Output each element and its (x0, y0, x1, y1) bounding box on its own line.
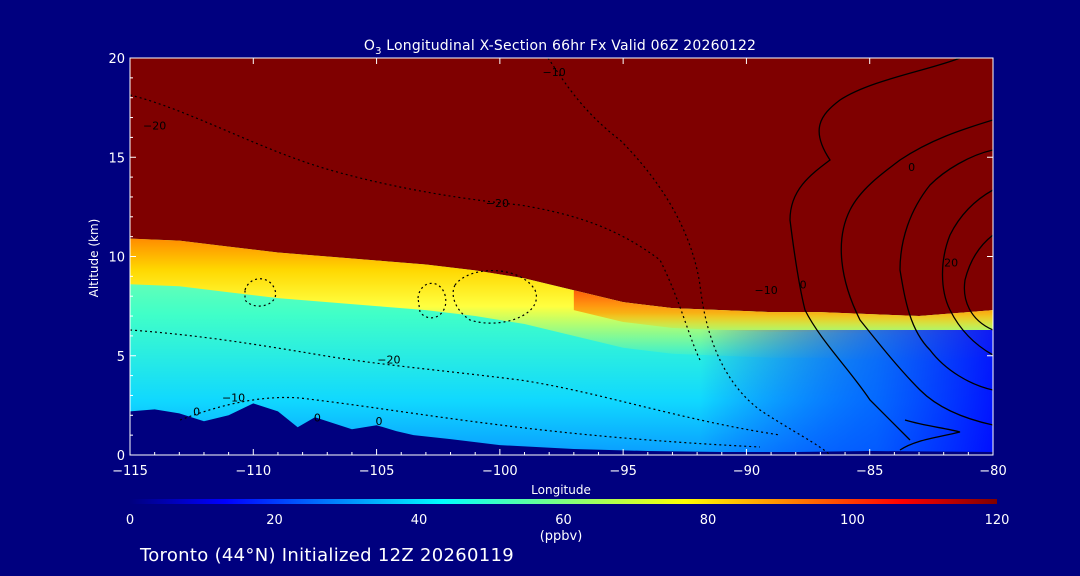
contour-neg10-upper (547, 58, 831, 455)
colorbar-tick-label: 60 (555, 513, 572, 528)
y-tick-label: 0 (117, 449, 125, 464)
x-axis: −115 −110 −105 −100 −95 −90 −85 −80 (112, 58, 1007, 479)
contour-labels: −10 −20 −20 −10 −20 −10 0 0 0 0 0 20 (143, 66, 958, 428)
footer-initialization-text: Toronto (44°N) Initialized 12Z 20260119 (139, 545, 514, 566)
x-tick-label: −115 (112, 464, 148, 479)
contour-label: 0 (314, 411, 321, 424)
x-tick-label: −100 (482, 464, 518, 479)
colorbar (130, 499, 997, 504)
terrain-mask (130, 403, 993, 455)
colorbar-unit-label: (ppbv) (540, 529, 583, 544)
plot-area: −10 −20 −20 −10 −20 −10 0 0 0 0 0 20 (130, 58, 993, 455)
x-axis-label: Longitude (531, 483, 591, 497)
y-tick-label: 20 (108, 52, 125, 67)
tropopause-gradient-band-east (573, 290, 993, 336)
chart-title: O3 Longitudinal X-Section 66hr Fx Valid … (364, 38, 756, 57)
colorbar-tick-label: 80 (700, 513, 717, 528)
contour-loop-1 (244, 278, 277, 307)
colorbar-tick-label: 100 (840, 513, 865, 528)
x-tick-label: −105 (359, 464, 395, 479)
contour-label: 0 (193, 405, 200, 418)
y-tick-label: 5 (117, 350, 125, 365)
x-tick-label: −110 (235, 464, 271, 479)
contour-loop-3 (452, 269, 538, 324)
colorbar-tick-label: 40 (411, 513, 428, 528)
colorbar-ticks: 0 20 40 60 80 100 120 (126, 513, 1010, 528)
contour-label: −10 (542, 66, 565, 79)
contour-label: 0 (800, 278, 807, 291)
contour-label: 20 (944, 256, 958, 269)
contour-30-east (963, 234, 993, 331)
contour-label: −10 (222, 391, 245, 404)
y-axis-label: Altitude (km) (87, 219, 101, 298)
y-tick-label: 10 (108, 251, 125, 266)
contour-10-east (899, 149, 993, 391)
y-axis: 0 5 10 15 20 (108, 52, 993, 464)
contour-neg10-low (179, 396, 761, 448)
x-tick-label: −90 (733, 464, 760, 479)
contour-0-east-2 (840, 119, 993, 426)
contour-loop-2 (417, 282, 447, 319)
x-tick-label: −80 (979, 464, 1006, 479)
contour-label: −20 (486, 197, 509, 210)
contour-20-east (941, 189, 993, 356)
contour-low-east (899, 419, 961, 451)
contour-lines (130, 58, 993, 455)
contour-neg20-mid (130, 329, 781, 436)
colorbar-tick-label: 120 (985, 513, 1010, 528)
colorbar-tick-label: 0 (126, 513, 134, 528)
contour-label: 0 (908, 161, 915, 174)
y-tick-label: 15 (108, 151, 125, 166)
x-tick-label: −85 (856, 464, 883, 479)
contour-label: 0 (376, 415, 383, 428)
eastern-low-ozone-region (700, 330, 993, 455)
contour-label: −20 (143, 119, 166, 132)
x-tick-label: −95 (609, 464, 636, 479)
contour-label: −10 (755, 284, 778, 297)
colorbar-tick-label: 20 (266, 513, 283, 528)
contour-neg20-upper (130, 94, 701, 361)
contour-label: −20 (377, 354, 400, 367)
contour-0-east-1 (789, 58, 961, 441)
